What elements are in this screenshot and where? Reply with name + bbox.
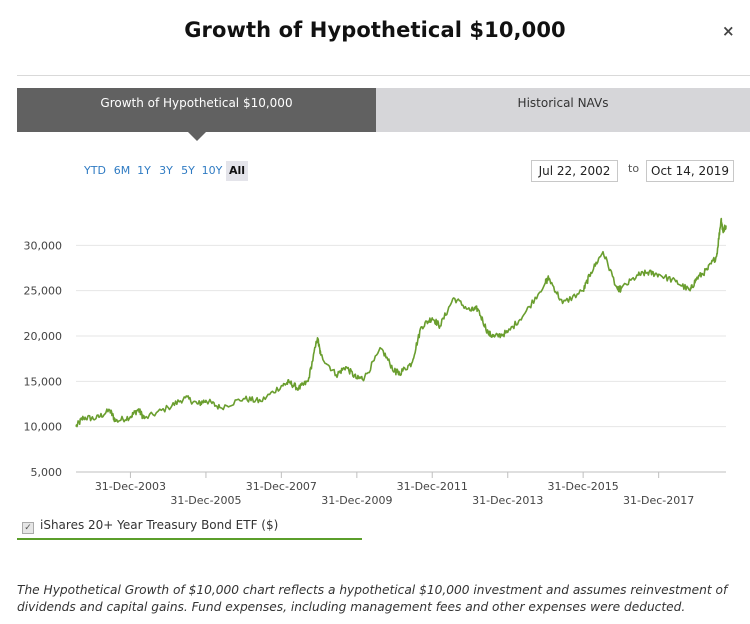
legend-underline — [17, 538, 362, 540]
start-date-input[interactable]: Jul 22, 2002 — [531, 160, 618, 182]
y-tick-label: 10,000 — [24, 421, 63, 434]
x-tick-label: 31-Dec-2013 — [472, 494, 543, 507]
series-line-ishares-20plus — [75, 217, 727, 428]
y-tick-label: 30,000 — [24, 239, 63, 252]
range-all-button[interactable]: All — [226, 161, 248, 181]
growth-line-chart: 5,000 10,000 15,000 20,000 25,000 30,000 31-De… — [24, 217, 727, 507]
range-3y-button[interactable]: 3Y — [159, 164, 173, 177]
x-tick-label: 31-Dec-2017 — [623, 494, 694, 507]
tab-growth[interactable]: Growth of Hypothetical $10,000 — [17, 88, 376, 132]
disclaimer-text: The Hypothetical Growth of $10,000 chart… — [17, 583, 728, 614]
range-1y-button[interactable]: 1Y — [137, 164, 151, 177]
dialog-title: Growth of Hypothetical $10,000 — [184, 18, 566, 42]
range-5y-button[interactable]: 5Y — [181, 164, 195, 177]
x-tick-label: 31-Dec-2009 — [321, 494, 392, 507]
x-tick-label: 31-Dec-2015 — [548, 480, 619, 493]
checkbox-icon[interactable]: ✓ — [22, 522, 34, 534]
header-divider — [17, 75, 750, 76]
y-tick-label: 15,000 — [24, 375, 63, 388]
legend-item[interactable]: ✓ iShares 20+ Year Treasury Bond ETF ($) — [22, 516, 278, 536]
y-tick-label: 25,000 — [24, 285, 63, 298]
x-tick-label: 31-Dec-2003 — [95, 480, 166, 493]
y-tick-label: 20,000 — [24, 330, 63, 343]
x-tick-label: 31-Dec-2007 — [246, 480, 317, 493]
date-range-to-label: to — [628, 162, 640, 175]
range-10y-button[interactable]: 10Y — [201, 164, 223, 177]
legend-label: iShares 20+ Year Treasury Bond ETF ($) — [40, 518, 279, 532]
end-date-input[interactable]: Oct 14, 2019 — [646, 160, 734, 182]
tab-historical-navs[interactable]: Historical NAVs — [376, 88, 750, 132]
close-icon[interactable]: × — [722, 22, 735, 40]
x-tick-label: 31-Dec-2011 — [397, 480, 468, 493]
active-tab-caret — [188, 132, 206, 141]
range-ytd-button[interactable]: YTD — [84, 164, 106, 177]
y-tick-label: 5,000 — [31, 466, 63, 479]
x-tick-label: 31-Dec-2005 — [170, 494, 241, 507]
range-6m-button[interactable]: 6M — [113, 164, 131, 177]
